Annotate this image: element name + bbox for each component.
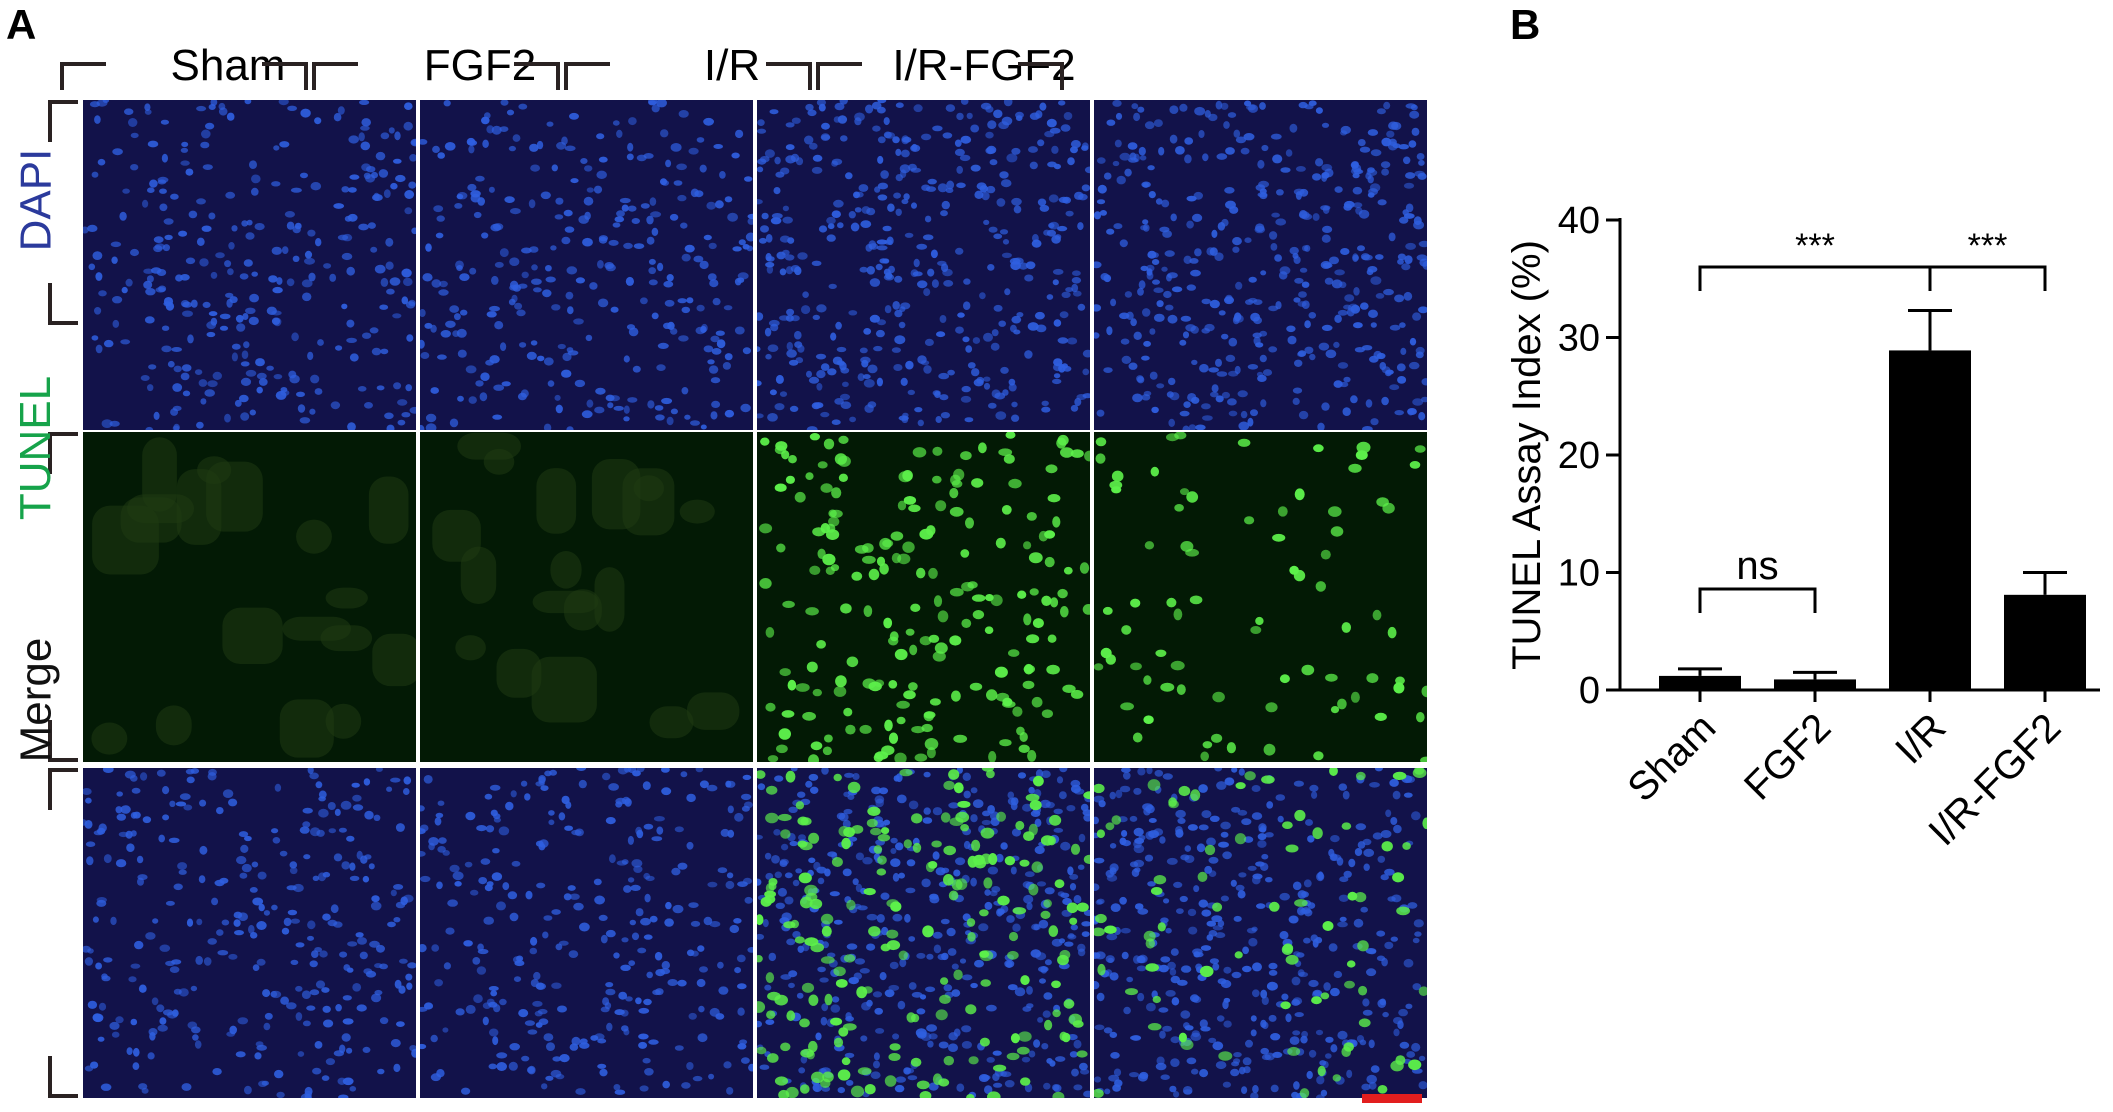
micrograph-dapi-ir <box>757 100 1091 430</box>
row-label-tunel: TUNEL <box>11 375 61 521</box>
y-tick-label: 10 <box>1558 553 1600 595</box>
significance-label: *** <box>1968 227 2008 265</box>
row-bracket-tunel <box>48 432 78 762</box>
micrograph-tunel-ir-fgf2 <box>1094 432 1428 762</box>
y-axis-label: TUNEL Assay Index (%) <box>1505 240 1549 670</box>
significance-bracket <box>1698 587 1817 613</box>
micrograph-tunel-fgf2 <box>420 432 754 762</box>
bar-1 <box>1774 679 1856 690</box>
x-tick-label: I/R <box>1887 705 1954 772</box>
significance-bracket <box>1928 265 2047 291</box>
row-bracket-dapi <box>48 100 78 325</box>
micrograph-dapi-ir-fgf2 <box>1094 100 1428 430</box>
panel-a-letter: A <box>6 1 37 48</box>
y-tick-label: 40 <box>1558 200 1600 242</box>
scale-bar <box>1362 1094 1422 1103</box>
panel-b-letter: B <box>1510 1 1541 48</box>
micrograph-tunel-sham <box>82 432 416 762</box>
micrograph-merge-ir-fgf2 <box>1094 768 1428 1098</box>
micrograph-merge-fgf2 <box>420 768 754 1098</box>
micrograph-merge-sham <box>82 768 416 1098</box>
micrograph-dapi-fgf2 <box>420 100 754 430</box>
bar-2 <box>1889 350 1971 690</box>
column-bracket-ir <box>564 62 812 90</box>
bar-0 <box>1659 675 1741 690</box>
row-label-dapi: DAPI <box>10 148 60 252</box>
x-tick-label: FGF2 <box>1736 705 1839 808</box>
bar-3 <box>2004 594 2086 690</box>
micrograph-dapi-sham <box>82 100 416 430</box>
row-label-merge: Merge <box>10 637 60 763</box>
significance-label: ns <box>1736 544 1778 588</box>
y-tick-label: 0 <box>1579 670 1600 712</box>
y-tick-label: 20 <box>1558 435 1600 477</box>
column-label-ir: I/R <box>703 41 761 90</box>
significance-bracket <box>1698 265 1932 291</box>
column-bracket-ir-fgf2 <box>816 62 1064 90</box>
column-bracket-fgf2 <box>312 62 560 90</box>
micrograph-merge-ir <box>757 768 1091 1098</box>
column-bracket-sham <box>60 62 308 90</box>
row-bracket-merge <box>48 768 78 1098</box>
micrograph-tunel-ir <box>757 432 1091 762</box>
y-tick-label: 30 <box>1558 318 1600 360</box>
x-tick-label: Sham <box>1619 705 1724 810</box>
significance-label: *** <box>1795 227 1835 265</box>
